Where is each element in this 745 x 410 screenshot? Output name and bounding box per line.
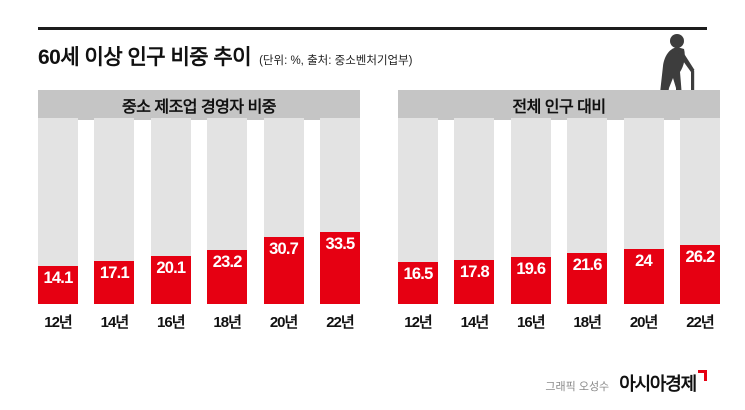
page-subtitle: (단위: %, 출처: 중소벤처기업부) — [259, 55, 413, 67]
bar-track: 17.8 — [454, 118, 495, 304]
bar-fill: 17.8 — [454, 260, 495, 304]
bar-column: 30.7 20년 — [263, 118, 304, 332]
bar-fill: 17.1 — [94, 261, 135, 304]
bar-track: 23.2 — [207, 118, 248, 304]
bar-column: 14.1 12년 — [38, 118, 78, 332]
publisher-logo-text: 아시아경제 — [619, 374, 697, 394]
bar-value-label: 30.7 — [269, 240, 299, 258]
page-title: 60세 이상 인구 비중 추이 — [38, 46, 252, 69]
bar-fill: 23.2 — [207, 250, 248, 304]
chart-panel-total-population: 전체 인구 대비 16.5 12년 17.8 14년 19.6 16년 21.6 18년 24 2… — [398, 90, 720, 332]
chart-title-bar: 전체 인구 대비 — [398, 90, 720, 120]
bar-value-label: 26.2 — [685, 248, 715, 266]
bar-value-label: 23.2 — [212, 253, 243, 271]
bar-column: 21.6 18년 — [567, 118, 608, 332]
bar-track: 21.6 — [567, 118, 608, 304]
bar-column: 19.6 16년 — [510, 118, 551, 332]
bar-category-label: 20년 — [629, 314, 659, 331]
bar-track: 30.7 — [263, 118, 304, 304]
bar-category-label: 14년 — [460, 314, 490, 331]
bar-category-label: 22년 — [326, 314, 355, 331]
bar-track: 33.5 — [319, 118, 360, 304]
bar-value-label: 21.6 — [572, 256, 603, 274]
bar-track: 14.1 — [38, 118, 78, 304]
bar-value-label: 19.6 — [516, 260, 546, 278]
bar-fill: 26.2 — [679, 245, 720, 304]
graphic-credit: 그래픽 오성수 — [545, 381, 610, 393]
bar-value-label: 17.8 — [459, 263, 490, 281]
bar-fill: 20.1 — [150, 256, 191, 304]
bar-category-label: 18년 — [213, 314, 242, 331]
bar-track: 24 — [623, 118, 664, 304]
bar-fill: 21.6 — [567, 253, 608, 304]
bar-track: 20.1 — [150, 118, 191, 304]
bar-column: 20.1 16년 — [150, 118, 191, 332]
bar-column: 24 20년 — [623, 118, 664, 332]
bar-fill: 16.5 — [398, 262, 438, 304]
bar-value-label: 17.1 — [99, 264, 130, 282]
bar-category-label: 22년 — [686, 314, 715, 331]
bar-category-label: 16년 — [157, 314, 186, 331]
bar-column: 33.5 22년 — [319, 118, 360, 332]
bar-category-label: 14년 — [100, 314, 130, 331]
bar-fill: 30.7 — [263, 237, 304, 304]
bar-category-label: 18년 — [573, 314, 602, 331]
bar-column: 17.1 14년 — [94, 118, 135, 332]
bar-category-label: 12년 — [404, 314, 433, 331]
bar-value-label: 24 — [635, 252, 653, 270]
bar-fill: 19.6 — [510, 257, 551, 304]
bar-category-label: 20년 — [269, 314, 299, 331]
bar-value-label: 16.5 — [403, 265, 434, 283]
bar-value-label: 33.5 — [325, 235, 355, 253]
top-divider — [38, 27, 707, 30]
footer: 그래픽 오성수 아시아경제 — [545, 370, 707, 396]
chart-panel-manufacturing-owners: 중소 제조업 경영자 비중 14.1 12년 17.1 14년 20.1 16년 23.2 1… — [38, 90, 360, 332]
header: 60세 이상 인구 비중 추이 (단위: %, 출처: 중소벤처기업부) — [38, 41, 413, 71]
bar-column: 26.2 22년 — [679, 118, 720, 332]
bar-track: 16.5 — [398, 118, 438, 304]
bar-fill: 24 — [623, 249, 664, 304]
bar-category-label: 16년 — [517, 314, 546, 331]
bar-column: 17.8 14년 — [454, 118, 495, 332]
publisher-logo-red-mark — [698, 370, 707, 381]
bar-track: 19.6 — [510, 118, 551, 304]
publisher-logo: 아시아경제 — [619, 370, 707, 396]
bar-track: 17.1 — [94, 118, 135, 304]
bar-fill: 14.1 — [38, 266, 78, 304]
bar-column: 16.5 12년 — [398, 118, 438, 332]
bar-track: 26.2 — [679, 118, 720, 304]
bar-group: 16.5 12년 17.8 14년 19.6 16년 21.6 18년 24 20년 26.2 22년 — [398, 118, 720, 332]
chart-title-bar: 중소 제조업 경영자 비중 — [38, 90, 360, 120]
bar-group: 14.1 12년 17.1 14년 20.1 16년 23.2 18년 30.7 20년 33.5 2… — [38, 118, 360, 332]
bar-fill: 33.5 — [319, 232, 360, 304]
bar-value-label: 20.1 — [156, 259, 186, 277]
bar-value-label: 14.1 — [43, 269, 74, 287]
bar-category-label: 12년 — [44, 314, 73, 331]
bar-column: 23.2 18년 — [207, 118, 248, 332]
